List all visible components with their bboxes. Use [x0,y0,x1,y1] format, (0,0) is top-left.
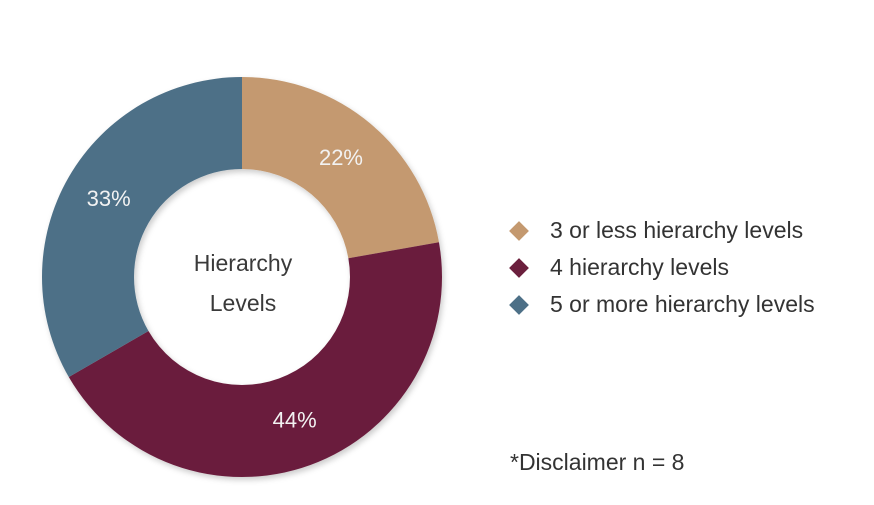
donut-slice-1 [242,77,439,259]
legend-item-5-or-more: 5 or more hierarchy levels [508,286,815,323]
center-label-line-2: Levels [209,290,277,316]
legend: 3 or less hierarchy levels 4 hierarchy l… [508,212,815,323]
legend-label: 3 or less hierarchy levels [550,217,804,243]
slice-value-label: 44% [273,408,317,433]
legend-item-3-or-less: 3 or less hierarchy levels [508,212,815,249]
donut-center-label: Hierarchy Levels [143,243,343,323]
legend-diamond-icon [509,294,529,315]
slice-value-label: 33% [87,186,131,211]
legend-diamond-icon [509,257,529,278]
center-label-line-1: Hierarchy [193,250,293,276]
legend-diamond-icon [509,220,529,241]
legend-label: 4 hierarchy levels [550,254,729,280]
legend-item-4: 4 hierarchy levels [508,249,815,286]
slice-value-label: 22% [319,145,363,170]
donut-slice-2 [68,242,442,477]
legend-label: 5 or more hierarchy levels [550,291,815,317]
disclaimer-note: *Disclaimer n = 8 [510,449,685,475]
donut-slice-3 [42,77,243,377]
